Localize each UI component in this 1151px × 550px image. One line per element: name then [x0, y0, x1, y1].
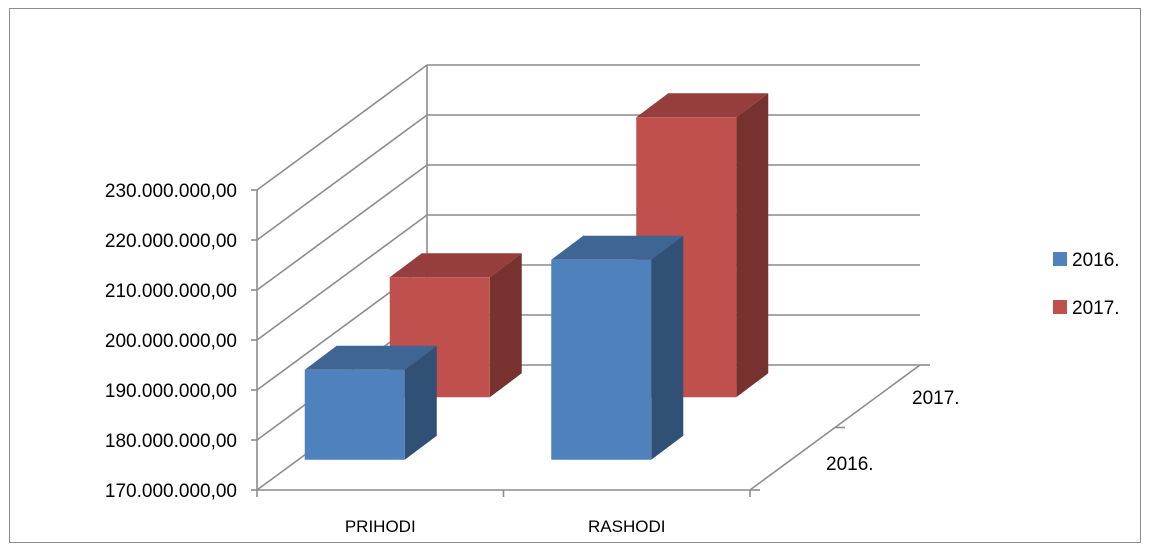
- bar-top: [551, 235, 684, 260]
- legend-label: 2017.: [1072, 298, 1120, 319]
- bar-top: [636, 93, 769, 118]
- y-tick-label: 210.000.000,00: [105, 281, 237, 302]
- bar-side: [736, 93, 769, 398]
- bar-side: [651, 235, 684, 460]
- y-tick-label: 230.000.000,00: [105, 181, 237, 202]
- bar-side: [489, 253, 522, 398]
- y-tick-labels: 170.000.000,00 180.000.000,00 190.000.000,…: [105, 181, 237, 502]
- legend: 2016. 2017.: [1053, 250, 1120, 319]
- gridline: [256, 114, 920, 241]
- bar-top: [389, 253, 522, 278]
- x-category-label: RASHODI: [588, 517, 665, 536]
- legend-label: 2016.: [1072, 250, 1120, 271]
- x-category-labels: PRIHODI RASHODI: [345, 517, 666, 536]
- y-tick-label: 170.000.000,00: [105, 481, 237, 502]
- bar-front: [551, 259, 652, 460]
- gridline: [256, 64, 920, 191]
- x-category-label: PRIHODI: [345, 517, 416, 536]
- axes: [251, 189, 930, 497]
- bar-side: [404, 345, 437, 460]
- bar-2017-prihodi: [389, 253, 522, 398]
- legend-swatch: [1053, 252, 1067, 266]
- bar-2016-prihodi: [304, 345, 437, 460]
- depth-category-label: 2016.: [826, 454, 874, 475]
- depth-category-labels: 2016. 2017.: [826, 388, 960, 475]
- depth-category-label: 2017.: [912, 388, 960, 409]
- y-tick-label: 190.000.000,00: [105, 381, 237, 402]
- y-tick-label: 220.000.000,00: [105, 231, 237, 252]
- legend-swatch: [1053, 300, 1067, 314]
- bar-front: [304, 369, 405, 460]
- bars: [304, 93, 769, 460]
- y-tick-label: 180.000.000,00: [105, 431, 237, 452]
- y-tick-label: 200.000.000,00: [105, 331, 237, 352]
- bar-2016-rashodi: [551, 235, 684, 460]
- bar-top: [304, 345, 437, 370]
